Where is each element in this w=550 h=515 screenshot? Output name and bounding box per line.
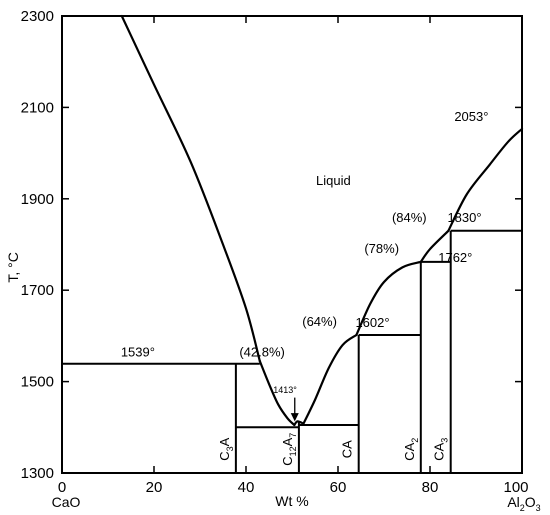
temp-1830: 1830° [447, 210, 481, 225]
comp-42-8: (42.8%) [239, 344, 285, 359]
ca-label: CA [340, 440, 355, 458]
ca2-label: CA2 [402, 438, 420, 461]
isotherm-lines [62, 229, 522, 429]
plot-frame [61, 15, 523, 474]
ca2-liquidus [355, 260, 422, 337]
al2o3-endmember-label: Al2O3 [507, 494, 540, 513]
al2o3-liquidus [447, 127, 524, 232]
y-tick-label: 2100 [21, 99, 54, 116]
compound-lines [234, 230, 452, 473]
temp-2053: 2053° [454, 109, 488, 124]
y-tick-label: 2300 [21, 8, 54, 25]
x-tick-label: 40 [238, 479, 255, 496]
comp-64: (64%) [302, 314, 337, 329]
comp-78: (78%) [364, 241, 399, 256]
x-tick-label: 20 [146, 479, 163, 496]
y-tick-label: 1900 [21, 191, 54, 208]
c12a7-label: C12A7 [280, 433, 298, 466]
axes [61, 15, 523, 474]
x-tick-label: 80 [422, 479, 439, 496]
temp-1539: 1539° [121, 344, 155, 359]
y-tick-label: 1300 [21, 465, 54, 482]
temp-1602: 1602° [355, 315, 389, 330]
temp-1762: 1762° [438, 250, 472, 265]
y-tick-label: 1700 [21, 282, 54, 299]
x-axis-title: Wt % [275, 493, 308, 509]
ca3-label: CA3 [432, 438, 450, 461]
liquidus-curves [120, 14, 524, 427]
comp-84: (84%) [392, 210, 427, 225]
x-tick-label: 0 [58, 479, 66, 496]
tick-marks [61, 15, 523, 474]
ca-liquidus [302, 333, 358, 425]
c3a-c12a7-liquidus [258, 359, 296, 427]
x-tick-label: 100 [503, 479, 528, 496]
temp-1413: 1413° [273, 385, 297, 395]
ca2-peak [419, 229, 450, 263]
cao-liquidus [120, 14, 261, 363]
c12a7-liquidus [293, 420, 305, 427]
x-tick-label: 60 [330, 479, 347, 496]
arrow-1413-head [290, 413, 299, 422]
labels: 20 40 60 80 0 100 1300 1500 1700 1900 2100 2300 Wt %… [5, 8, 541, 513]
cao-endmember-label: CaO [52, 494, 81, 510]
c3a-label: C3A [217, 437, 235, 460]
y-axis-title: T, °C [5, 252, 21, 283]
liquid-region-label: Liquid [316, 173, 351, 188]
y-tick-label: 1500 [21, 374, 54, 391]
